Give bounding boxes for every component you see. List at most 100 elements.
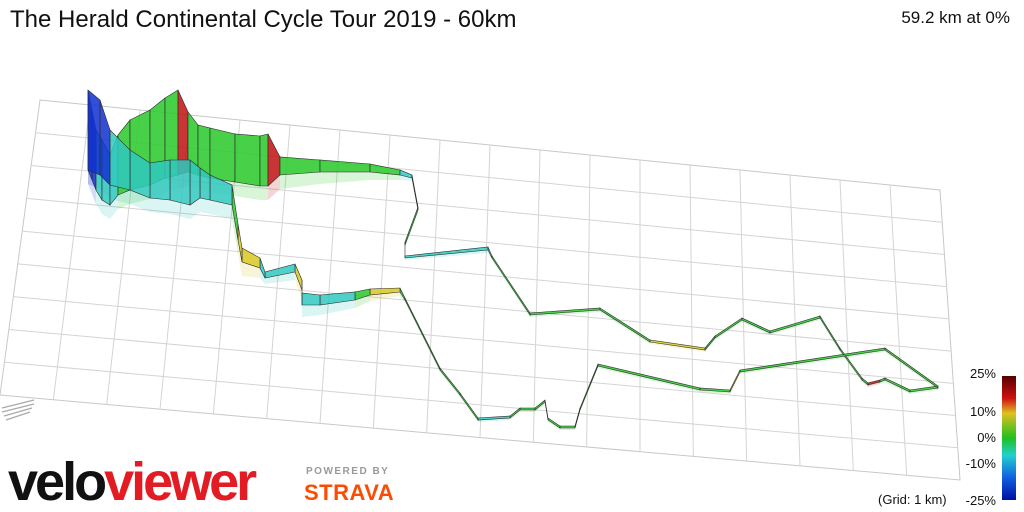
route-shadow-segment [520, 410, 535, 412]
route-shadow-segment [530, 310, 600, 317]
route-wall-segment [149, 159, 171, 201]
route-shadow-segment [548, 420, 560, 430]
gradient-legend-bar [1002, 376, 1016, 500]
route-shadow-segment [370, 172, 400, 180]
route-shadow-segment [320, 172, 370, 184]
route-title: The Herald Continental Cycle Tour 2019 -… [10, 6, 517, 33]
grid-line [372, 134, 391, 429]
route-wall-segment [491, 255, 531, 316]
grid-line [532, 149, 541, 443]
grid-line [586, 154, 591, 447]
route-wall-segment [714, 317, 743, 339]
grid-line [26, 197, 947, 288]
route-shadow-segment [280, 172, 320, 189]
route-wall-segment [189, 159, 201, 206]
route-shadow-segment [355, 295, 370, 308]
grid-line [22, 230, 949, 320]
grid-line [689, 164, 694, 457]
grid-line [52, 104, 91, 400]
route-shadow-segment [170, 200, 190, 219]
route-shadow-segment [92, 180, 96, 204]
route-shadow-segment [770, 318, 820, 335]
legend-tick-max: 25% [969, 366, 996, 381]
route-shadow-segment [535, 402, 545, 412]
route-wall-segment [209, 127, 236, 183]
legend-tick-0: 0% [977, 430, 996, 445]
route-shadow-segment [235, 182, 260, 200]
grid-line [426, 139, 441, 433]
route-wall-segment [459, 392, 479, 421]
route-wall-segment [404, 297, 441, 371]
route-shadow-segment [260, 186, 268, 200]
route-shadow-segment [560, 428, 575, 430]
route-wall-segment [439, 367, 461, 396]
route-shadow-segment [130, 190, 150, 212]
route-elevation-wall [87, 89, 939, 429]
route-wall-segment [404, 206, 419, 246]
grid-line [13, 296, 954, 384]
route-wall-segment [234, 133, 261, 187]
distance-gradient-readout: 59.2 km at 0% [901, 8, 1010, 27]
grid-line [839, 179, 854, 471]
route-shadow-segment [868, 382, 880, 387]
route-wall-segment [319, 159, 371, 173]
route-shadow-segment [885, 380, 910, 394]
route-shadow-segment [600, 310, 650, 344]
route-wall-segment [544, 399, 549, 421]
route-shadow-segment [742, 320, 770, 335]
route-shadow-segment [715, 320, 742, 340]
route-wall-segment [99, 99, 111, 186]
strava-logo[interactable]: STRAVA [304, 480, 395, 505]
veloviewer-logo[interactable]: veloviewer [6, 448, 290, 508]
route-shadow-segment [238, 240, 242, 276]
route-shadow-segment [650, 342, 705, 352]
route-shadow-segment [910, 388, 938, 394]
route-shadow-segment [260, 268, 265, 284]
grid-line [889, 184, 908, 476]
route-shadow-segment [510, 410, 520, 420]
route-wall-segment [87, 89, 101, 176]
route-shadow-segment [96, 190, 102, 214]
veloviewer-logo-text: veloviewer [8, 452, 257, 508]
route-wall-segment [579, 363, 599, 411]
route-wall-segment [739, 347, 886, 373]
route-wall-segment [301, 292, 321, 306]
route-shadow-segment [110, 195, 118, 219]
grid-line [17, 263, 952, 352]
route-shadow-segment [242, 262, 260, 278]
route-wall-segment [279, 156, 321, 176]
route-shadow-segment [705, 338, 715, 352]
route-shadow-segment [405, 250, 488, 260]
route-shadow-segment [302, 305, 320, 317]
powered-by-label: POWERED BY [306, 466, 390, 477]
grid-line [8, 328, 956, 417]
route-wall-segment [574, 407, 581, 429]
route-shadow-segment [295, 272, 302, 300]
route-wall-segment [259, 133, 269, 187]
route-wall-segment [729, 369, 741, 393]
route-shadow-segment [150, 198, 170, 214]
route-shadow-segment [862, 380, 868, 387]
route-shadow-segment [478, 418, 510, 422]
route-shadow-segment [400, 175, 412, 181]
grid-line [479, 144, 491, 438]
legend-tick-min: -25% [965, 493, 996, 508]
route-wall-segment [559, 425, 576, 429]
route-wall-segment [884, 377, 911, 393]
route-wall-segment [411, 174, 419, 211]
route-shadow-segment [88, 170, 92, 194]
route-wall-segment [519, 407, 536, 411]
legend-tick-10: 10% [969, 404, 996, 419]
route-shadow-segment [102, 200, 110, 219]
route-shadow-segment [598, 366, 700, 392]
legend-tick-minus10: -10% [965, 456, 996, 471]
grid-line [319, 129, 341, 424]
route-shadow-segment [232, 205, 238, 254]
route-shadow-segment [265, 272, 295, 284]
route-wall-segment [597, 363, 701, 391]
grid-scale-note: (Grid: 1 km) [878, 492, 947, 507]
grid-line [4, 361, 958, 449]
route-shadow-segment [268, 175, 280, 200]
route-shadow-segment [740, 350, 885, 374]
